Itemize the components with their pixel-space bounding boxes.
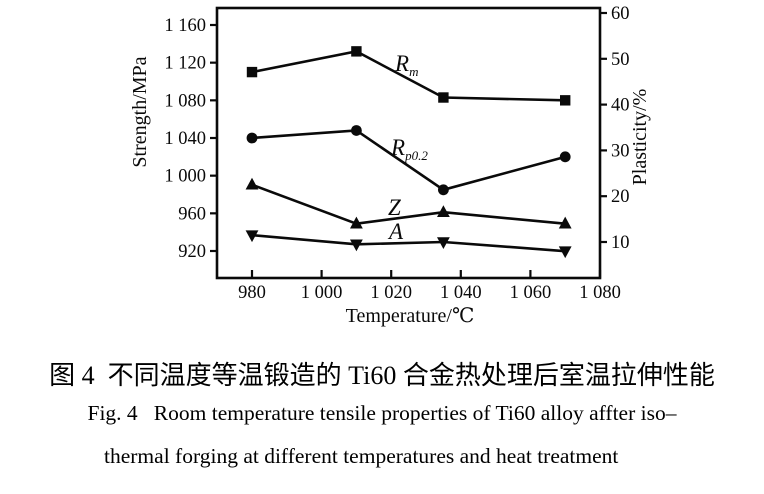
left-axis-tick-label: 1 120 (164, 54, 206, 74)
marker-triangle-down-A (245, 230, 259, 243)
x-axis-tick-label: 1 080 (579, 283, 621, 303)
left-axis-tick-label: 1 040 (164, 129, 206, 149)
caption-chinese: 图 4 不同温度等温锻造的 Ti60 合金热处理后室温拉伸性能 (49, 361, 715, 390)
marker-circle-Rp0.2 (246, 132, 258, 144)
right-axis-tick-label: 40 (611, 96, 630, 116)
plot-border (215, 6, 602, 280)
series-label-A: A (387, 219, 404, 244)
right-axis-title: Plasticity/% (629, 89, 651, 186)
marker-triangle-down-A (350, 239, 363, 252)
marker-square-Rm (560, 95, 571, 106)
series-label-Z: Z (388, 195, 401, 220)
marker-circle-Rp0.2 (438, 184, 449, 196)
right-axis-tick-label: 60 (611, 4, 630, 24)
series-label-subscript-Rm: m (409, 64, 418, 79)
x-axis-title: Temperature/℃ (346, 305, 475, 327)
right-axis-tick-label: 20 (611, 187, 630, 207)
right-axis-tick-label: 10 (611, 233, 630, 253)
series-label-Rm: Rm (394, 51, 418, 79)
series-line-A (251, 233, 566, 253)
marker-triangle-down-A (558, 246, 572, 259)
left-axis-title: Strength/MPa (129, 56, 151, 167)
series-line-Z (251, 183, 566, 226)
x-axis-tick-label: 1 020 (370, 283, 412, 303)
marker-square-Rm (438, 92, 449, 103)
marker-triangle-up-Z (437, 205, 450, 218)
caption-english-line2: thermal forging at different temperature… (104, 444, 619, 468)
marker-square-Rm (351, 46, 362, 57)
caption-english-line1: Fig. 4 Room temperature tensile properti… (87, 401, 677, 425)
series-label-Rp0.2: Rp0.2 (390, 135, 428, 163)
marker-triangle-up-Z (350, 216, 363, 229)
series-label-subscript-Rp0.2: p0.2 (404, 148, 428, 163)
right-axis-tick-label: 50 (611, 50, 630, 70)
marker-circle-Rp0.2 (351, 125, 362, 136)
figure-caption: 图 4 不同温度等温锻造的 Ti60 合金热处理后室温拉伸性能 Fig. 4 R… (0, 358, 764, 471)
marker-triangle-down-A (437, 237, 450, 249)
marker-square-Rm (246, 66, 258, 78)
series-line-Rm (251, 50, 566, 102)
tensile-properties-chart: 980 1 000 1 020 1 040 1 060 1 080 920 960 1 000 1… (129, 4, 651, 327)
left-axis-tick-label: 1 160 (164, 16, 206, 36)
x-axis-tick-label: 980 (238, 283, 266, 303)
left-axis-tick-label: 960 (178, 204, 206, 224)
marker-triangle-up-Z (245, 177, 259, 190)
left-axis-tick-label: 920 (178, 242, 206, 262)
left-axis-tick-label: 1 000 (164, 167, 206, 187)
marker-circle-Rp0.2 (559, 151, 571, 163)
x-axis-tick-label: 1 060 (510, 283, 552, 303)
right-axis-tick-label: 30 (611, 141, 630, 161)
x-axis-tick-label: 1 040 (440, 283, 482, 303)
x-axis-tick-label: 1 000 (301, 283, 343, 303)
left-axis-tick-label: 1 080 (164, 91, 206, 111)
marker-triangle-up-Z (558, 216, 572, 229)
series-line-Rp0.2 (251, 129, 566, 192)
